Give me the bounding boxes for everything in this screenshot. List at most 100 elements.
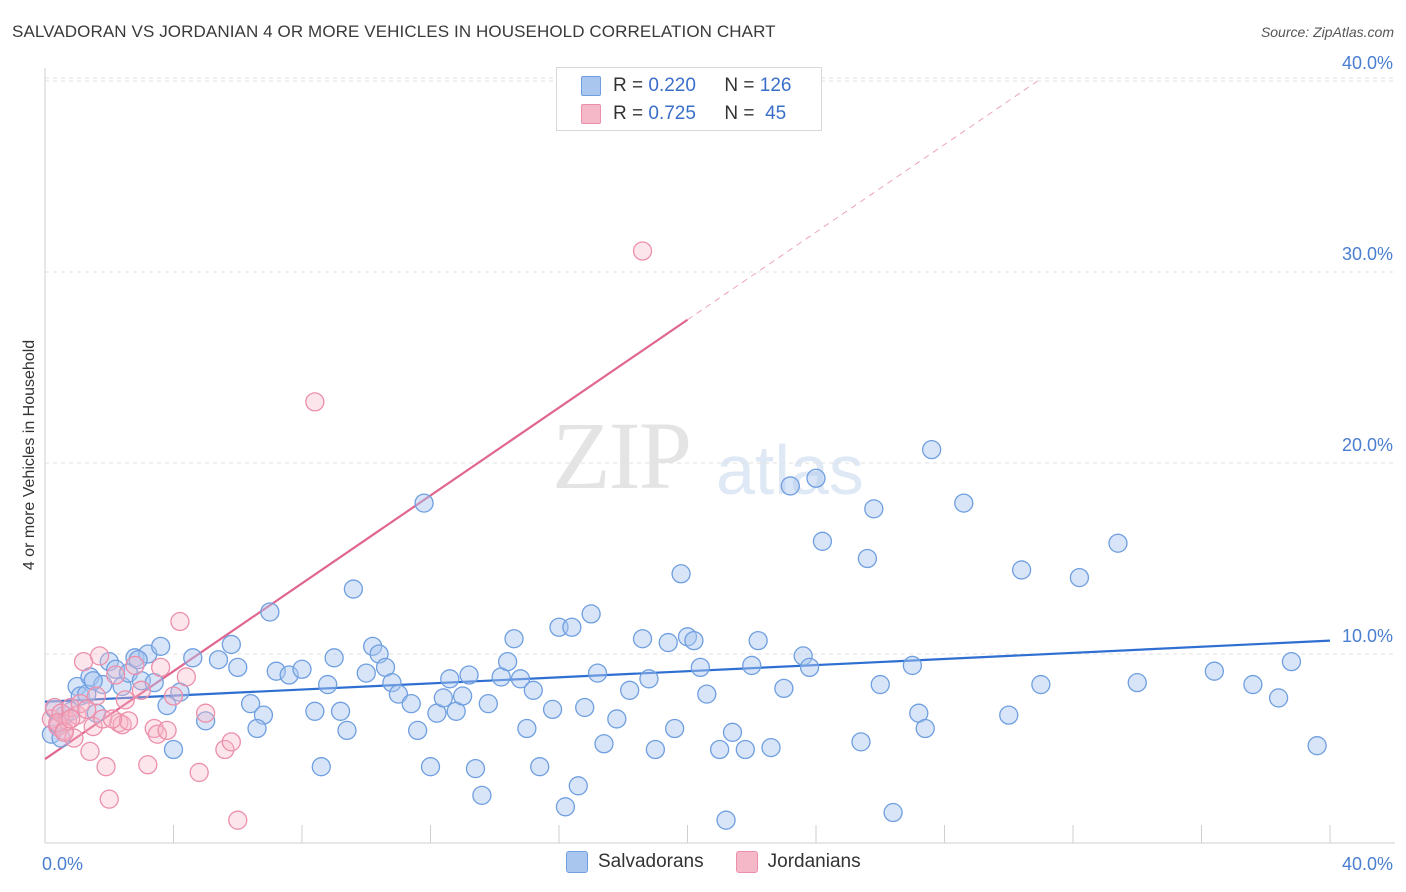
data-point [812,531,833,551]
data-point [433,688,454,708]
data-point [240,694,261,714]
data-point [1268,688,1289,708]
data-point [305,392,325,412]
data-point [86,686,107,706]
data-point [1108,533,1128,553]
chart-title: SALVADORAN VS JORDANIAN 4 OR MORE VEHICL… [12,22,776,41]
data-point [761,737,781,758]
data-point [1204,661,1224,681]
legend-row-jordanians: R = 0.725 N = 45 [581,102,786,126]
legend-item-salvadorans[interactable]: Salvadorans [566,851,704,873]
data-point [401,694,421,714]
axis-labels: 10.0% 20.0% 30.0% 40.0% 0.0% 40.0% 4 or more V… [21,53,1393,874]
data-point [709,739,730,760]
data-point [1281,651,1302,672]
data-point [575,697,595,718]
data-point [96,757,116,777]
data-point [89,646,110,666]
data-point [999,705,1019,725]
data-point [228,657,248,678]
r-label: R = [613,103,644,124]
data-point [607,709,627,729]
n-label: N = [724,75,755,96]
data-point [99,789,119,809]
data-point [587,663,608,683]
data-points [41,241,1327,830]
data-point [530,757,550,777]
data-point [697,684,717,704]
data-point [93,674,113,695]
data-point [562,617,582,637]
data-point [77,699,97,720]
data-point [388,684,409,704]
data-point [363,636,383,657]
data-point [330,701,351,721]
n-value: 45 [765,103,787,124]
data-point [118,711,139,731]
data-point [799,657,820,678]
r-label: R = [613,75,644,96]
legend-swatch-salvadorans [566,851,588,873]
data-point [523,680,543,700]
data-point [722,722,743,742]
x-tick-label: 40.0% [1342,854,1393,874]
data-point [83,671,103,691]
data-point [260,602,280,622]
data-point [115,690,135,710]
data-point [478,694,498,714]
r-value: 0.220 [648,75,696,96]
data-point [61,697,81,718]
trend-extension-jordanians [687,80,1038,321]
series-salvadorans [41,439,1327,830]
data-point [658,632,678,653]
data-point [305,701,325,721]
data-point [221,732,241,752]
data-point [864,499,884,519]
data-point [806,468,826,488]
data-point [459,665,479,685]
data-point [542,699,563,720]
legend-item-jordanians[interactable]: Jordanians [735,851,861,873]
y-tick-label: 20.0% [1342,435,1393,455]
data-point [1127,673,1147,693]
axes [44,68,1395,844]
data-point [73,651,94,672]
data-point [407,720,428,741]
data-point [208,650,229,670]
legend-label: Salvadorans [598,851,704,872]
r-value: 0.725 [648,103,696,124]
legend-swatch-salvadorans [581,76,601,96]
data-point [221,634,241,655]
data-point [671,564,691,584]
data-point [665,718,685,739]
watermark-zip: ZIP [552,402,692,509]
data-point [555,797,576,817]
data-point [465,758,486,779]
data-point [1307,736,1327,756]
data-point [189,762,209,783]
data-point [420,757,441,777]
data-point [594,734,614,754]
data-point [742,655,762,676]
data-point [247,718,267,739]
data-point [324,648,344,668]
data-point [504,629,524,649]
data-point [632,629,653,649]
data-point [735,739,755,760]
data-point [639,669,659,689]
data-point [61,709,81,729]
chart-source: Source: ZipAtlas.com [1260,24,1394,40]
legend-row-salvadorans: R = 0.220 N = 126 [581,74,791,98]
data-point [748,630,768,651]
data-point [125,655,145,676]
data-point [337,720,357,741]
data-point [83,716,103,737]
n-value: 126 [759,75,792,96]
data-point [774,678,794,699]
data-point [195,711,216,731]
series-jordanians [41,241,653,830]
data-point [318,674,338,695]
legend-swatch-jordanians [581,104,601,124]
data-point [510,669,531,689]
data-point [716,810,736,830]
